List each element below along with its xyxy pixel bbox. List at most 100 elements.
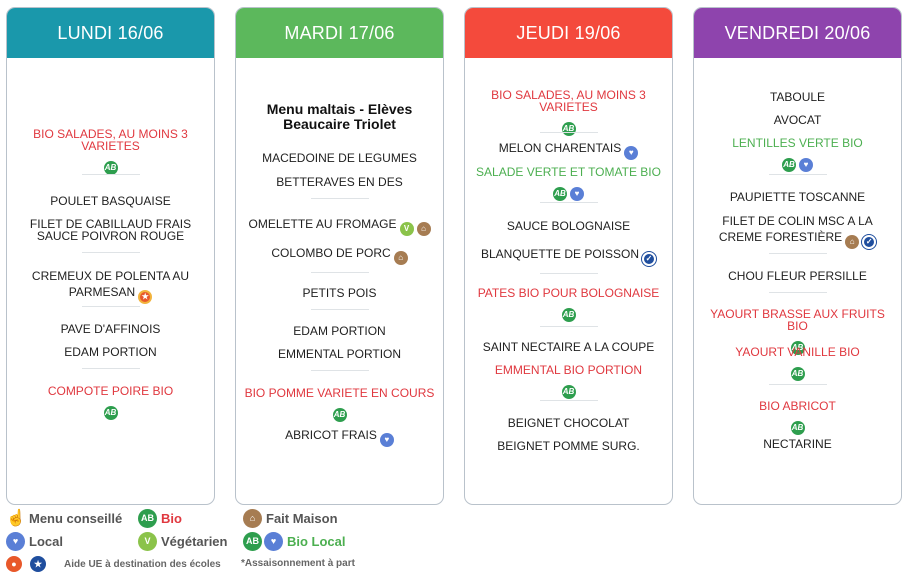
- menu-title: Menu maltais - Elèves Beaucaire Triolet: [256, 102, 423, 132]
- divider: [81, 368, 140, 369]
- menu-title-label: Menu maltais - Elèves Beaucaire Triolet: [266, 101, 413, 132]
- menu-item: COMPOTE POIRE BIO AB: [15, 385, 206, 420]
- fait-maison-icon: ⌂: [845, 235, 860, 249]
- menu-item: SAINT NECTAIRE A LA COUPE: [473, 341, 664, 353]
- menu-item: EMMENTAL PORTION: [244, 348, 435, 360]
- divider: [310, 272, 369, 273]
- menu-item: FILET DE COLIN MSC A LA CREME FORESTIÈRE…: [702, 213, 893, 249]
- menu-item-label: BEIGNET POMME SURG.: [497, 439, 640, 453]
- menu-item-label: YAOURT BRASSE AUX FRUITS BIO: [710, 307, 885, 333]
- menu-item: BEIGNET POMME SURG.: [473, 440, 664, 452]
- bio-icon: AB: [103, 406, 118, 420]
- menu-item: BLANQUETTE DE POISSON ✓: [473, 246, 664, 266]
- divider: [539, 273, 598, 274]
- legend-bio: AB Bio: [138, 509, 182, 528]
- legend-aide-ue: ● ★ Aide UE à destination des écoles: [6, 556, 221, 572]
- day-card-jeudi: JEUDI 19/06 BIO SALADES, AU MOINS 3 VARI…: [464, 7, 673, 505]
- divider: [539, 132, 598, 133]
- menu-item: POULET BASQUAISE: [15, 195, 206, 207]
- day-card-lundi: LUNDI 16/06 BIO SALADES, AU MOINS 3 VARI…: [6, 7, 215, 505]
- bio-icon: AB: [561, 385, 576, 399]
- legend-vegetarien: V Végétarien: [138, 532, 227, 551]
- menu-item: ABRICOT FRAIS ♥: [244, 427, 435, 447]
- menu-item: PATES BIO POUR BOLOGNAISE AB: [473, 287, 664, 322]
- menu-item-label: EDAM PORTION: [293, 324, 386, 338]
- menu-item-label: TABOULE: [769, 90, 826, 104]
- menu-item: LENTILLES VERTE BIO AB ♥: [702, 137, 893, 172]
- menu-item-label: POULET BASQUAISE: [50, 194, 171, 208]
- fait-maison-icon: ⌂: [416, 222, 431, 236]
- menu-item-label: EMMENTAL BIO PORTION: [494, 363, 643, 377]
- local-icon: ♥: [264, 532, 283, 551]
- fait-maison-icon: ⌂: [393, 251, 408, 265]
- bio-icon: AB: [561, 308, 576, 322]
- menu-item-label: OMELETTE AU FROMAGE: [248, 217, 397, 231]
- local-icon: ♥: [570, 187, 584, 201]
- menu-item-label: FILET DE CABILLAUD FRAIS SAUCE POIVRON R…: [29, 217, 192, 243]
- divider: [81, 252, 140, 253]
- day-header: MARDI 17/06: [236, 8, 443, 58]
- legend-local: ♥ Local: [6, 532, 63, 551]
- divider: [539, 202, 598, 203]
- divider: [310, 370, 369, 371]
- day-body: TABOULE AVOCAT LENTILLES VERTE BIO AB ♥ P…: [694, 58, 901, 504]
- menu-item-label: ABRICOT FRAIS: [285, 428, 377, 442]
- aop-icon: ★: [138, 290, 153, 304]
- msc-icon: ✓: [862, 235, 877, 249]
- legend-menu-conseille: ☝ Menu conseillé: [6, 509, 122, 528]
- menu-item: YAOURT BRASSE AUX FRUITS BIO AB: [702, 308, 893, 355]
- legend-label: Local: [29, 534, 63, 549]
- bio-icon: AB: [103, 161, 118, 175]
- menu-item: CHOU FLEUR PERSILLE: [702, 270, 893, 282]
- menu-item: BIO SALADES, AU MOINS 3 VARIETES AB: [473, 89, 664, 136]
- menu-item-label: FILET DE COLIN MSC A LA CREME FORESTIÈRE: [718, 214, 873, 244]
- legend-bio-local: AB ♥ Bio Local: [243, 532, 346, 551]
- menu-item-label: BIO ABRICOT: [759, 399, 836, 413]
- menu-item-label: PAUPIETTE TOSCANNE: [729, 190, 866, 204]
- bio-icon: AB: [790, 421, 805, 435]
- divider: [768, 292, 827, 293]
- day-header: VENDREDI 20/06: [694, 8, 901, 58]
- menu-item: SALADE VERTE ET TOMATE BIO AB ♥: [473, 166, 664, 201]
- menu-item-label: PETITS POIS: [302, 286, 377, 300]
- legend-label: Aide UE à destination des écoles: [64, 558, 221, 570]
- menu-item: BIO POMME VARIETE EN COURS AB: [244, 387, 435, 422]
- legend-label: Fait Maison: [266, 511, 338, 526]
- legend-label: Bio Local: [287, 534, 346, 549]
- bio-icon: AB: [553, 187, 567, 201]
- vegetarian-icon: V: [399, 222, 414, 236]
- menu-item: YAOURT VANILLE BIO AB: [702, 346, 893, 381]
- divider: [768, 174, 827, 175]
- menu-item-label: MACEDOINE DE LEGUMES: [262, 151, 417, 165]
- menu-item-label: NECTARINE: [763, 437, 832, 451]
- divider: [539, 400, 598, 401]
- divider: [81, 174, 140, 175]
- menu-item: MACEDOINE DE LEGUMES: [244, 152, 435, 164]
- legend-fait-maison: ⌂ Fait Maison: [243, 509, 338, 528]
- legend-label: *Assaisonnement à part: [241, 558, 355, 569]
- menu-item: COLOMBO DE PORC ⌂: [244, 245, 435, 265]
- menu-item-label: PAVE D'AFFINOIS: [60, 322, 161, 336]
- menu-item-label: BEIGNET CHOCOLAT: [507, 416, 630, 430]
- menu-item-label: BIO SALADES, AU MOINS 3 VARIETES: [33, 127, 188, 153]
- bio-icon: AB: [243, 532, 262, 551]
- menu-item: BEIGNET CHOCOLAT: [473, 417, 664, 429]
- menu-item: OMELETTE AU FROMAGE V ⌂: [244, 216, 435, 236]
- local-icon: ♥: [6, 532, 25, 551]
- divider: [539, 326, 598, 327]
- menu-item-label: YAOURT VANILLE BIO: [735, 345, 860, 359]
- menu-item-label: BIO SALADES, AU MOINS 3 VARIETES: [491, 88, 646, 114]
- menu-item: SAUCE BOLOGNAISE: [473, 220, 664, 232]
- msc-icon: ✓: [642, 252, 657, 266]
- menu-item-label: AVOCAT: [773, 113, 822, 127]
- menu-item: BIO SALADES, AU MOINS 3 VARIETES AB: [15, 128, 206, 175]
- menu-item-label: COMPOTE POIRE BIO: [47, 384, 174, 398]
- menu-item-label: SAINT NECTAIRE A LA COUPE: [482, 340, 655, 354]
- day-body: BIO SALADES, AU MOINS 3 VARIETES AB POUL…: [7, 58, 214, 504]
- menu-item-label: COLOMBO DE PORC: [271, 246, 391, 260]
- menu-item: EDAM PORTION: [244, 325, 435, 337]
- menu-item: BIO ABRICOT AB: [702, 400, 893, 435]
- apple-icon: ●: [6, 556, 22, 572]
- bio-icon: AB: [138, 509, 157, 528]
- menu-item-label: CHOU FLEUR PERSILLE: [728, 269, 867, 283]
